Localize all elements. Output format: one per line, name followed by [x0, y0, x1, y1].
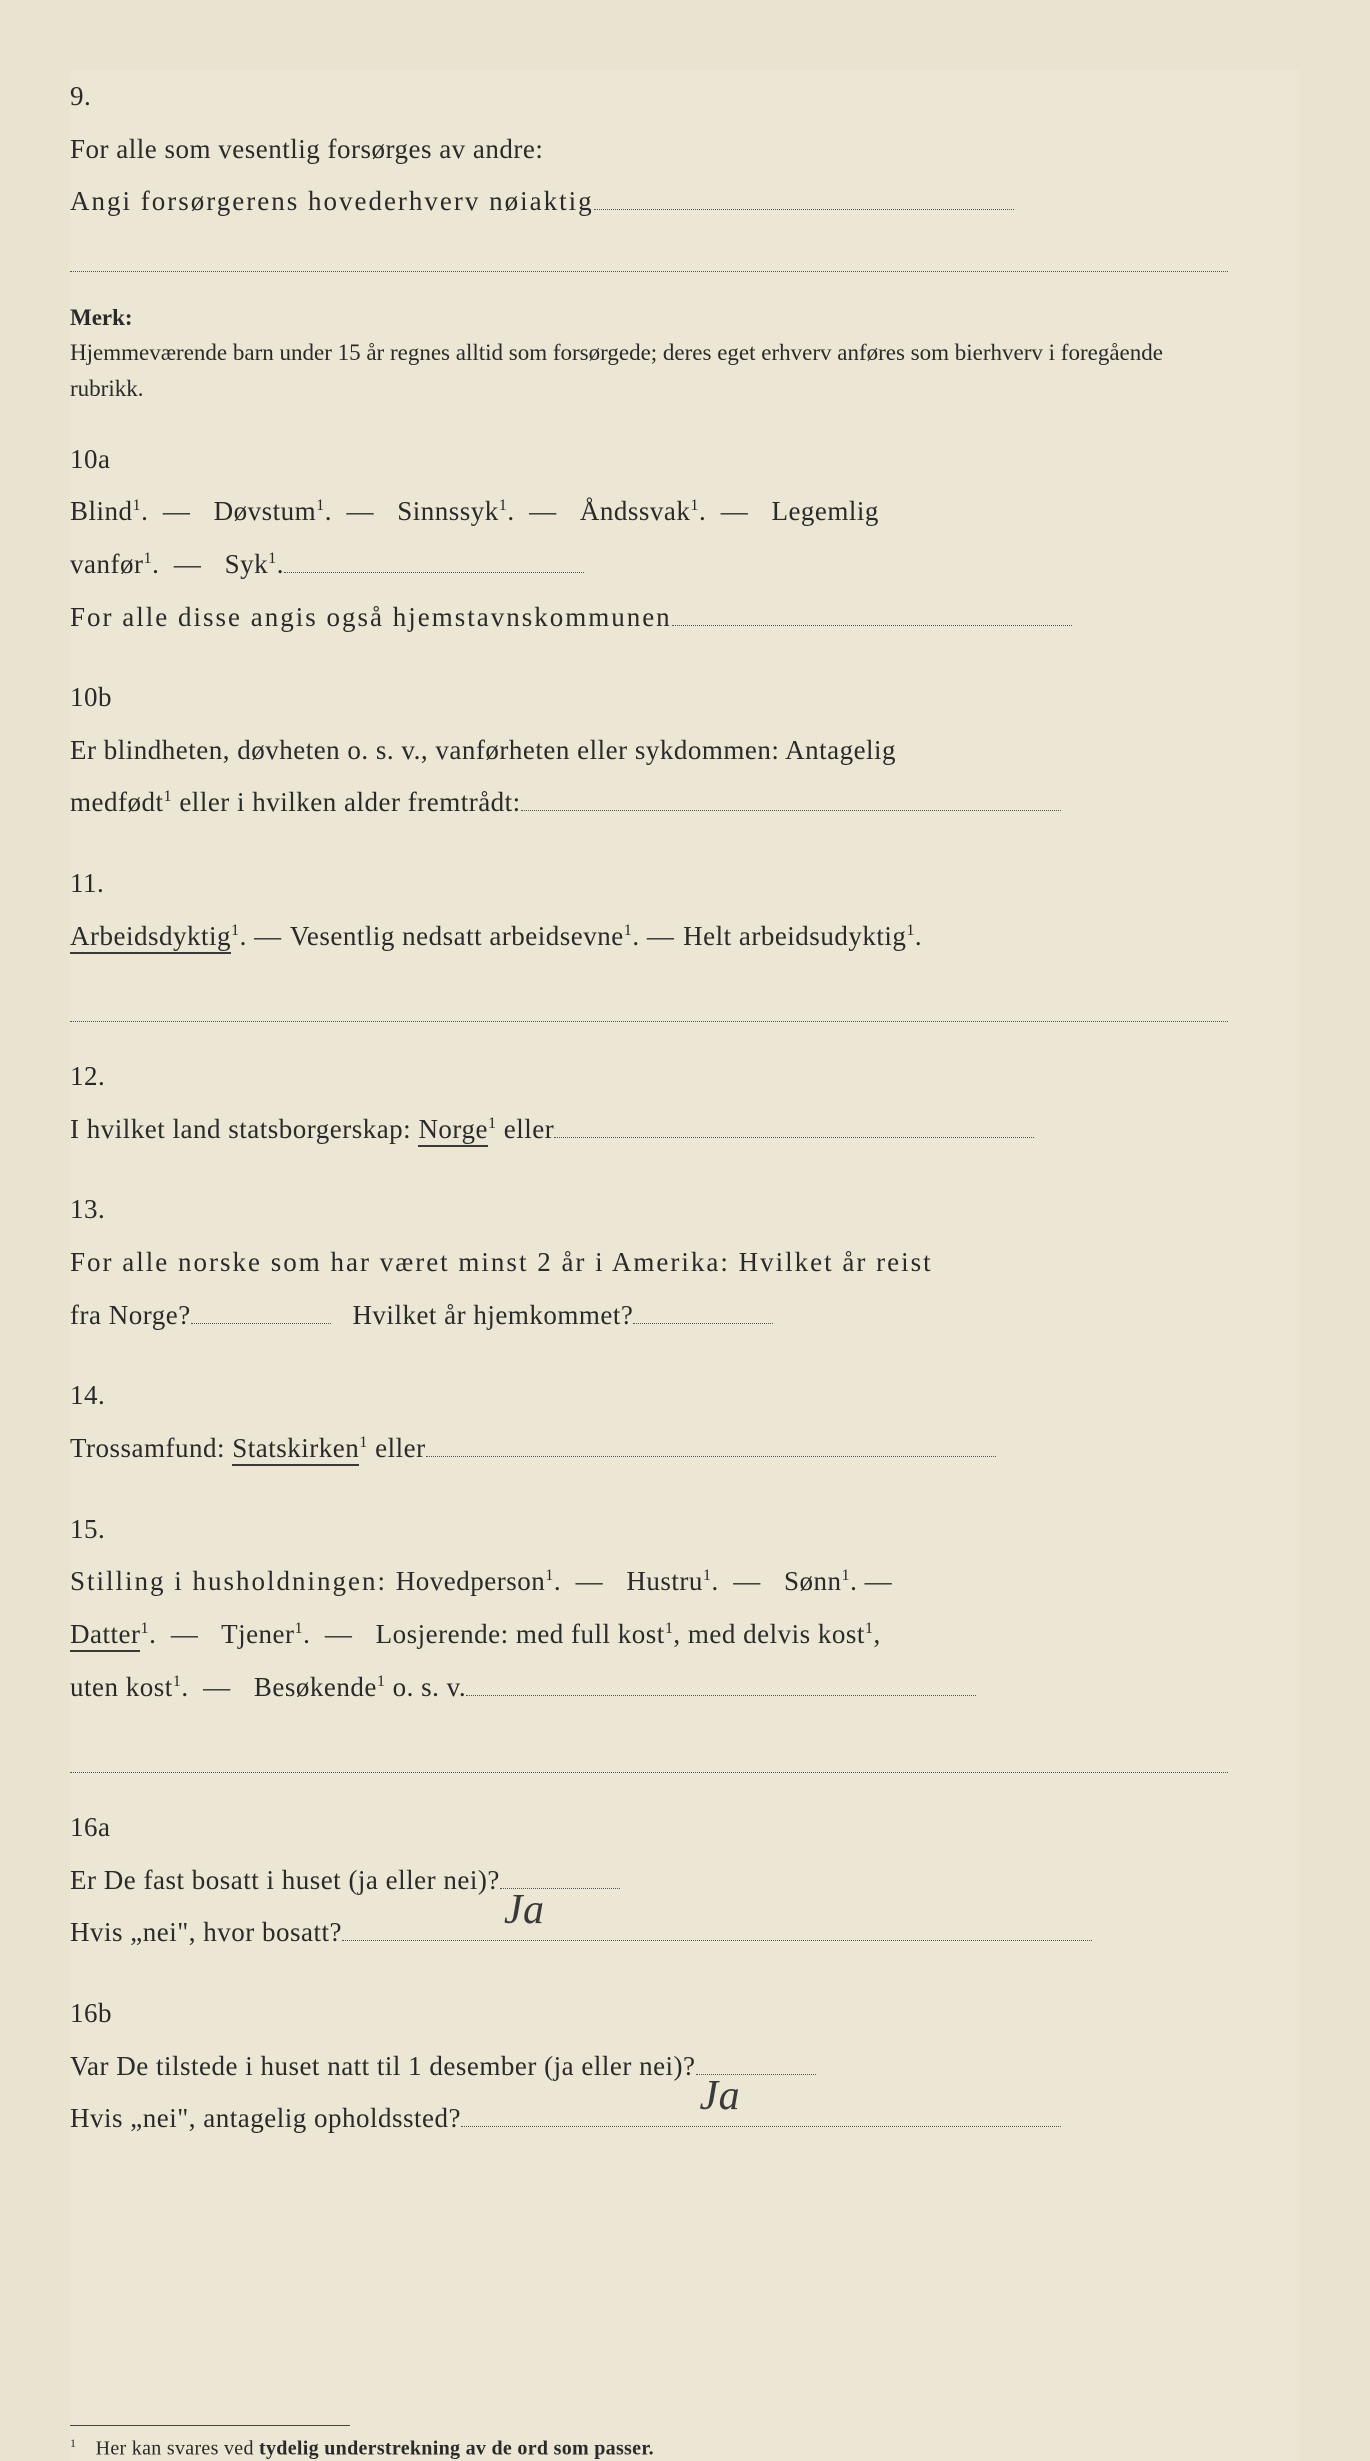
question-10a: 10a Blind1. — Døvstum1. — Sinnssyk1. — Å…: [70, 433, 1300, 644]
q16a-line1: Er De fast bosatt i huset (ja eller nei)…: [70, 1865, 500, 1895]
footnote-pre: Her kan svares ved: [96, 2438, 259, 2460]
q15-sonn[interactable]: Sønn: [784, 1566, 842, 1596]
q15-besokende[interactable]: Besøkende: [254, 1672, 377, 1702]
q16a-line2: Hvis „nei", hvor bosatt?: [70, 1917, 342, 1947]
q15-hustru[interactable]: Hustru: [626, 1566, 703, 1596]
question-16b: 16b Var De tilstede i huset natt til 1 d…: [70, 1987, 1300, 2145]
q12-norge[interactable]: Norge: [418, 1114, 488, 1147]
q12-post: eller: [504, 1114, 554, 1144]
q16b-line1: Var De tilstede i huset natt til 1 desem…: [70, 2051, 696, 2081]
q10a-blank2[interactable]: [672, 625, 1072, 626]
question-15: 15. Stilling i husholdningen: Hovedperso…: [70, 1503, 1300, 1773]
footnote-sup: 1: [70, 2436, 76, 2450]
q10a-opt-dovstum[interactable]: Døvstum: [214, 496, 317, 526]
q10b-blank[interactable]: [521, 810, 1061, 811]
q14-content: Trossamfund: Statskirken1 eller: [70, 1422, 1228, 1475]
q13-line2b: Hvilket år hjemkommet?: [352, 1300, 633, 1330]
footnote: 1 Her kan svares ved tydelig understrekn…: [70, 2436, 1300, 2461]
q10a-line3: For alle disse angis også hjemstavnskomm…: [70, 602, 672, 632]
q9-blank-line[interactable]: [70, 234, 1228, 272]
q14-statskirken[interactable]: Statskirken: [232, 1433, 359, 1466]
footnote-bold: tydelig understrekning av de ord som pas…: [259, 2438, 654, 2460]
merk-label: Merk:: [70, 300, 138, 336]
q16a-content: Er De fast bosatt i huset (ja eller nei)…: [70, 1854, 1228, 1959]
q15-datter[interactable]: Datter: [70, 1619, 140, 1652]
merk-note: Merk: Hjemmeværende barn under 15 år reg…: [70, 300, 1300, 407]
q13-line1: For alle norske som har været minst 2 år…: [70, 1247, 933, 1277]
q15-blank[interactable]: [466, 1695, 976, 1696]
question-10b: 10b Er blindheten, døvheten o. s. v., va…: [70, 671, 1300, 829]
q10a-opt-legemlig[interactable]: Legemlig: [771, 496, 878, 526]
q16b-number: 16b: [70, 1987, 138, 2040]
question-14: 14. Trossamfund: Statskirken1 eller: [70, 1369, 1300, 1474]
q11-blank-line[interactable]: [70, 984, 1228, 1022]
merk-text: Hjemmeværende barn under 15 år regnes al…: [70, 335, 1228, 406]
q9-line2: Angi forsørgerens hovederhverv nøiaktig: [70, 186, 594, 216]
q11-opt1[interactable]: Arbeidsdyktig: [70, 921, 231, 954]
q15-number: 15.: [70, 1503, 138, 1556]
q10b-post: eller i hvilken alder fremtrådt:: [179, 787, 520, 817]
q10b-medfodt[interactable]: medfødt: [70, 787, 163, 817]
q15-hovedperson[interactable]: Hovedperson: [396, 1566, 545, 1596]
q16a-number: 16a: [70, 1801, 138, 1854]
q10b-content: Er blindheten, døvheten o. s. v., vanfør…: [70, 724, 1228, 829]
q12-content: I hvilket land statsborgerskap: Norge1 e…: [70, 1103, 1228, 1156]
q9-line1: For alle som vesentlig forsørges av andr…: [70, 134, 543, 164]
q16a-answer: Ja: [504, 1870, 545, 1952]
q15-tjener[interactable]: Tjener: [221, 1619, 294, 1649]
question-11: 11. Arbeidsdyktig1. — Vesentlig nedsatt …: [70, 857, 1300, 1022]
q13-blank1[interactable]: [191, 1323, 331, 1324]
q10a-number: 10a: [70, 433, 138, 486]
q14-blank[interactable]: [426, 1456, 996, 1457]
q10a-blank1[interactable]: [284, 572, 584, 573]
q11-opt2[interactable]: Vesentlig nedsatt arbeidsevne: [290, 921, 624, 951]
q15-content: Stilling i husholdningen: Hovedperson1. …: [70, 1555, 1228, 1773]
q16b-content: Var De tilstede i huset natt til 1 desem…: [70, 2040, 1228, 2145]
question-12: 12. I hvilket land statsborgerskap: Norg…: [70, 1050, 1300, 1155]
q15-losj2[interactable]: , med delvis kost: [673, 1619, 865, 1649]
q16b-line2: Hvis „nei", antagelig opholdssted?: [70, 2103, 461, 2133]
q9-blank[interactable]: [594, 209, 1014, 210]
q13-line2a: fra Norge?: [70, 1300, 191, 1330]
q16b-answer: Ja: [700, 2056, 741, 2138]
q13-content: For alle norske som har været minst 2 år…: [70, 1236, 1228, 1341]
q10a-opt-andssvak[interactable]: Åndssvak: [580, 496, 691, 526]
q12-number: 12.: [70, 1050, 138, 1103]
q11-opt3[interactable]: Helt arbeidsudyktig: [683, 921, 906, 951]
q15-losjerende[interactable]: Losjerende: med full kost: [376, 1619, 665, 1649]
q15-uten-kost[interactable]: uten kost: [70, 1672, 173, 1702]
q16b-blank2[interactable]: [461, 2126, 1061, 2127]
question-13: 13. For alle norske som har været minst …: [70, 1183, 1300, 1341]
q10a-opt-syk[interactable]: Syk: [225, 549, 269, 579]
footnote-rule: [70, 2425, 350, 2426]
q10a-opt-sinnssyk[interactable]: Sinnssyk: [397, 496, 499, 526]
q16b-answer-blank[interactable]: Ja: [696, 2074, 816, 2075]
q14-pre: Trossamfund:: [70, 1433, 232, 1463]
q10a-content: Blind1. — Døvstum1. — Sinnssyk1. — Åndss…: [70, 485, 1228, 643]
q15-osv: o. s. v.: [393, 1672, 467, 1702]
q16a-blank2[interactable]: [342, 1940, 1092, 1941]
q10b-line1: Er blindheten, døvheten o. s. v., vanfør…: [70, 735, 896, 765]
q13-number: 13.: [70, 1183, 138, 1236]
q15-blank-line[interactable]: [70, 1735, 1228, 1773]
census-form-page: 9. For alle som vesentlig forsørges av a…: [70, 70, 1300, 2461]
q10a-opt-vanfor[interactable]: vanfør: [70, 549, 143, 579]
q14-number: 14.: [70, 1369, 138, 1422]
q9-number: 9.: [70, 70, 138, 123]
q11-number: 11.: [70, 857, 138, 910]
q10a-opt-blind[interactable]: Blind: [70, 496, 133, 526]
q12-blank[interactable]: [554, 1137, 1034, 1138]
q9-content: For alle som vesentlig forsørges av andr…: [70, 123, 1228, 272]
q16a-answer-blank[interactable]: Ja: [500, 1888, 620, 1889]
question-9: 9. For alle som vesentlig forsørges av a…: [70, 70, 1300, 272]
q14-post: eller: [375, 1433, 425, 1463]
q13-blank2[interactable]: [633, 1323, 773, 1324]
question-16a: 16a Er De fast bosatt i huset (ja eller …: [70, 1801, 1300, 1959]
q10b-number: 10b: [70, 671, 138, 724]
q11-content: Arbeidsdyktig1. — Vesentlig nedsatt arbe…: [70, 910, 1228, 1022]
q15-pre: Stilling i husholdningen:: [70, 1566, 396, 1596]
q12-pre: I hvilket land statsborgerskap:: [70, 1114, 418, 1144]
